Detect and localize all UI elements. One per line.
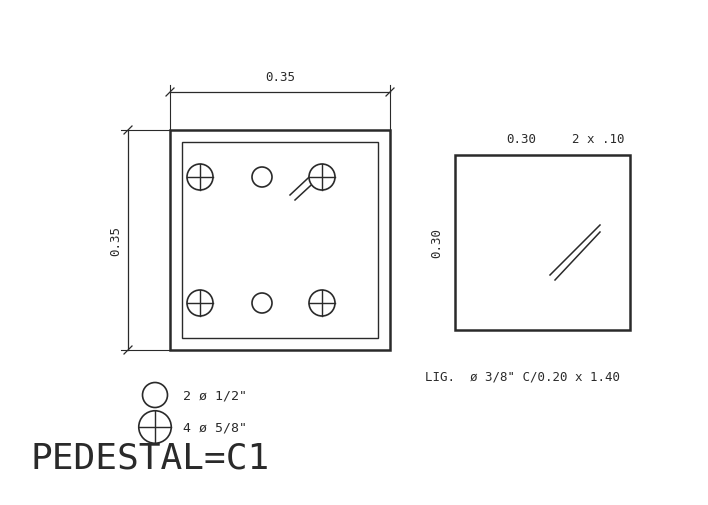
Text: 0.30: 0.30 <box>506 133 537 146</box>
Circle shape <box>309 165 335 190</box>
Text: 2 ø 1/2": 2 ø 1/2" <box>183 389 247 401</box>
Text: 2 x .10: 2 x .10 <box>572 133 624 146</box>
Text: 0.35: 0.35 <box>110 226 122 256</box>
Text: 0.35: 0.35 <box>265 71 295 84</box>
Circle shape <box>252 168 272 188</box>
Text: 4 ø 5/8": 4 ø 5/8" <box>183 421 247 434</box>
Circle shape <box>139 411 171 443</box>
Bar <box>182 143 378 338</box>
Bar <box>455 156 630 330</box>
Text: LIG.  ø 3/8" C/0.20 x 1.40: LIG. ø 3/8" C/0.20 x 1.40 <box>425 370 620 383</box>
Circle shape <box>187 290 213 316</box>
Circle shape <box>309 290 335 316</box>
Circle shape <box>187 165 213 190</box>
Circle shape <box>142 383 168 408</box>
Text: 0.30: 0.30 <box>430 228 443 258</box>
Text: PEDESTAL=C1: PEDESTAL=C1 <box>30 441 269 475</box>
Bar <box>170 131 390 350</box>
Circle shape <box>252 293 272 314</box>
